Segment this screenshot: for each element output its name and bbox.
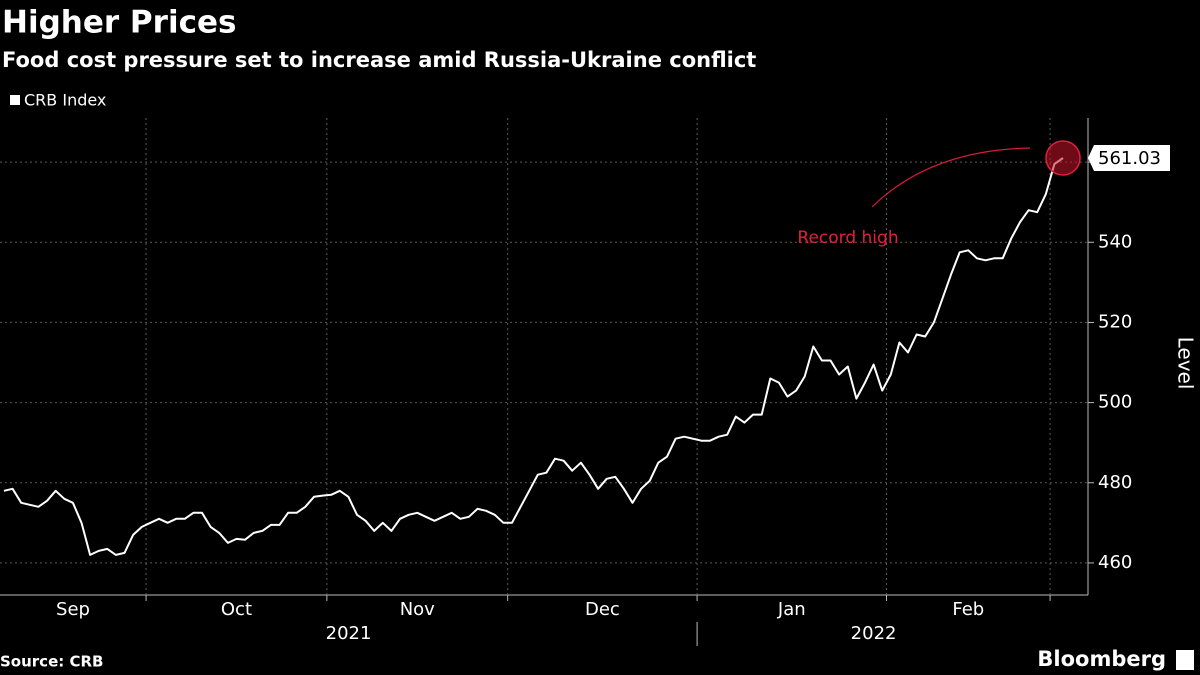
x-tick-label: Dec xyxy=(585,599,620,620)
y-tick-label: 540 xyxy=(1098,231,1132,252)
year-label: 2022 xyxy=(851,623,897,644)
x-tick-label: Jan xyxy=(777,599,806,620)
x-tick-label: Oct xyxy=(221,599,252,620)
y-tick-label: 460 xyxy=(1098,552,1132,573)
legend-label: CRB Index xyxy=(24,91,106,110)
value-label: 561.03 xyxy=(1098,148,1161,169)
data-line xyxy=(3,157,1064,556)
legend-swatch xyxy=(10,95,20,105)
year-label: 2021 xyxy=(326,623,372,644)
brand-icon xyxy=(1176,650,1194,670)
chart-subtitle: Food cost pressure set to increase amid … xyxy=(2,48,756,72)
x-tick-label: Feb xyxy=(952,599,984,620)
y-tick-label: 500 xyxy=(1098,392,1132,413)
x-tick-label: Nov xyxy=(400,599,435,620)
y-axis-label: Level xyxy=(1174,337,1198,390)
annotation: Record high xyxy=(797,228,898,248)
y-tick-label: 520 xyxy=(1098,311,1132,332)
value-label-box xyxy=(1088,144,1170,171)
y-tick-label: 480 xyxy=(1098,472,1132,493)
highlight-circle xyxy=(1045,140,1081,176)
source: Source: CRB xyxy=(0,653,103,671)
brand: Bloomberg xyxy=(1037,647,1166,671)
chart-title: Higher Prices xyxy=(2,5,236,41)
annotation-arc xyxy=(871,147,1031,208)
x-tick-label: Sep xyxy=(56,599,90,620)
